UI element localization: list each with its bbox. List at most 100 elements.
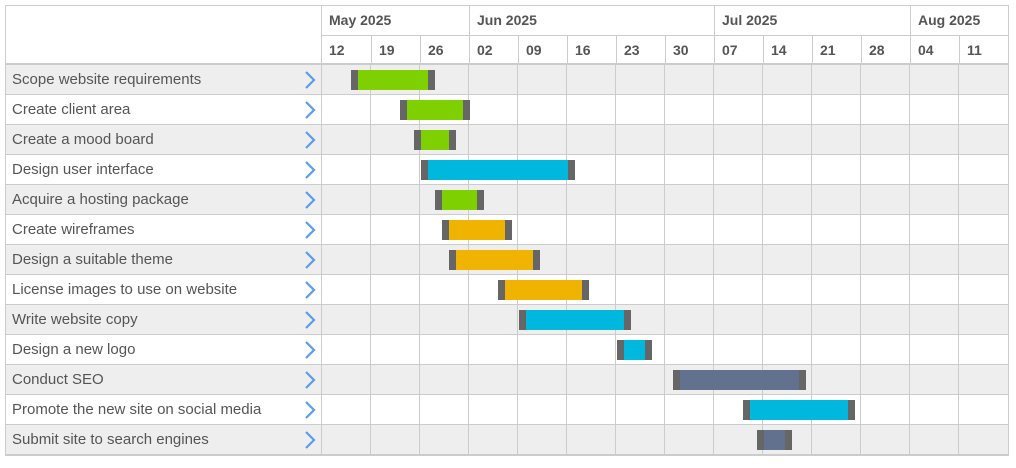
chevron-right-icon[interactable] — [303, 131, 317, 149]
task-row[interactable]: Create a mood board — [6, 125, 322, 155]
timeline-row — [322, 155, 1008, 185]
task-label: Design user interface — [12, 161, 154, 178]
grid-line — [615, 65, 616, 455]
week-label: 12 — [329, 42, 345, 58]
task-bar[interactable] — [519, 310, 631, 330]
task-bar[interactable] — [400, 100, 470, 120]
task-label: License images to use on website — [12, 281, 238, 298]
task-bar[interactable] — [498, 280, 589, 300]
task-label: Create wireframes — [12, 221, 135, 238]
week-label: 04 — [910, 36, 959, 63]
week-label: 19 — [371, 36, 420, 63]
task-bar[interactable] — [442, 220, 512, 240]
week-label: 02 — [469, 36, 518, 63]
task-bar[interactable] — [673, 370, 806, 390]
task-bar[interactable] — [757, 430, 792, 450]
task-label: Acquire a hosting package — [12, 191, 189, 208]
week-label: 07 — [714, 36, 763, 63]
task-bar[interactable] — [351, 70, 435, 90]
task-row[interactable]: Write website copy — [6, 305, 322, 335]
timeline: May 2025 Jun 2025 Jul 2025 Aug 2025 12 19 26 0… — [322, 6, 1008, 455]
chevron-right-icon[interactable] — [303, 221, 317, 239]
task-label: Design a suitable theme — [12, 251, 173, 268]
task-row[interactable]: Design a suitable theme — [6, 245, 322, 275]
task-row[interactable]: License images to use on website — [6, 275, 322, 305]
week-label: 14 — [763, 36, 812, 63]
week-header-row: 12 19 26 02 09 16 23 30 07 14 21 28 04 11 — [322, 36, 1008, 65]
task-label: Conduct SEO — [12, 371, 104, 388]
chevron-right-icon[interactable] — [303, 401, 317, 419]
task-label: Create a mood board — [12, 131, 154, 148]
task-row[interactable]: Acquire a hosting package — [6, 185, 322, 215]
chevron-right-icon[interactable] — [303, 371, 317, 389]
timeline-row — [322, 305, 1008, 335]
chevron-right-icon[interactable] — [303, 341, 317, 359]
week-label: 11 — [959, 36, 1008, 63]
week-label: 28 — [861, 36, 910, 63]
chevron-right-icon[interactable] — [303, 281, 317, 299]
week-label: 23 — [616, 36, 665, 63]
task-row[interactable]: Create wireframes — [6, 215, 322, 245]
task-bar[interactable] — [449, 250, 540, 270]
week-label: 21 — [812, 36, 861, 63]
timeline-row — [322, 185, 1008, 215]
grid-line — [566, 65, 567, 455]
grid-line — [370, 65, 371, 455]
grid-line — [419, 65, 420, 455]
timeline-grid — [322, 65, 1008, 455]
month-label: Jul 2025 — [714, 6, 910, 35]
chevron-right-icon[interactable] — [303, 251, 317, 269]
grid-line — [958, 65, 959, 455]
chevron-right-icon[interactable] — [303, 101, 317, 119]
timeline-row — [322, 335, 1008, 365]
week-label: 16 — [567, 36, 616, 63]
month-label: May 2025 — [329, 12, 392, 28]
task-row[interactable]: Submit site to search engines — [6, 425, 322, 455]
timeline-row — [322, 425, 1008, 455]
week-label: 30 — [665, 36, 714, 63]
grid-line — [713, 65, 714, 455]
task-row[interactable]: Conduct SEO — [6, 365, 322, 395]
chevron-right-icon[interactable] — [303, 71, 317, 89]
grid-line — [811, 65, 812, 455]
task-row[interactable]: Create client area — [6, 95, 322, 125]
gantt-chart: Scope website requirements Create client … — [5, 5, 1009, 456]
timeline-row — [322, 365, 1008, 395]
task-bar[interactable] — [743, 400, 855, 420]
task-bar[interactable] — [421, 160, 575, 180]
task-label: Create client area — [12, 101, 131, 118]
chevron-right-icon[interactable] — [303, 161, 317, 179]
week-label: 09 — [518, 36, 567, 63]
month-label: Aug 2025 — [910, 6, 1008, 35]
task-row[interactable]: Scope website requirements — [6, 65, 322, 95]
chevron-right-icon[interactable] — [303, 311, 317, 329]
task-bar[interactable] — [617, 340, 652, 360]
timeline-row — [322, 95, 1008, 125]
task-label: Design a new logo — [12, 341, 136, 358]
timeline-row — [322, 245, 1008, 275]
timeline-row — [322, 215, 1008, 245]
grid-line — [909, 65, 910, 455]
grid-line — [860, 65, 861, 455]
task-bar[interactable] — [435, 190, 484, 210]
month-label: Jun 2025 — [469, 6, 714, 35]
task-label: Write website copy — [12, 311, 138, 328]
timeline-row — [322, 395, 1008, 425]
month-header-row: May 2025 Jun 2025 Jul 2025 Aug 2025 — [322, 6, 1008, 36]
grid-line — [762, 65, 763, 455]
task-label: Promote the new site on social media — [12, 401, 262, 418]
task-label: Scope website requirements — [12, 71, 202, 88]
chevron-right-icon[interactable] — [303, 191, 317, 209]
task-bar[interactable] — [414, 130, 456, 150]
week-label: 26 — [420, 36, 469, 63]
grid-line — [664, 65, 665, 455]
task-label: Submit site to search engines — [12, 431, 209, 448]
timeline-row — [322, 65, 1008, 95]
task-row[interactable]: Design a new logo — [6, 335, 322, 365]
task-list-header — [6, 6, 322, 65]
timeline-row — [322, 275, 1008, 305]
task-row[interactable]: Promote the new site on social media — [6, 395, 322, 425]
chevron-right-icon[interactable] — [303, 431, 317, 449]
task-row[interactable]: Design user interface — [6, 155, 322, 185]
task-list: Scope website requirements Create client … — [6, 65, 322, 455]
